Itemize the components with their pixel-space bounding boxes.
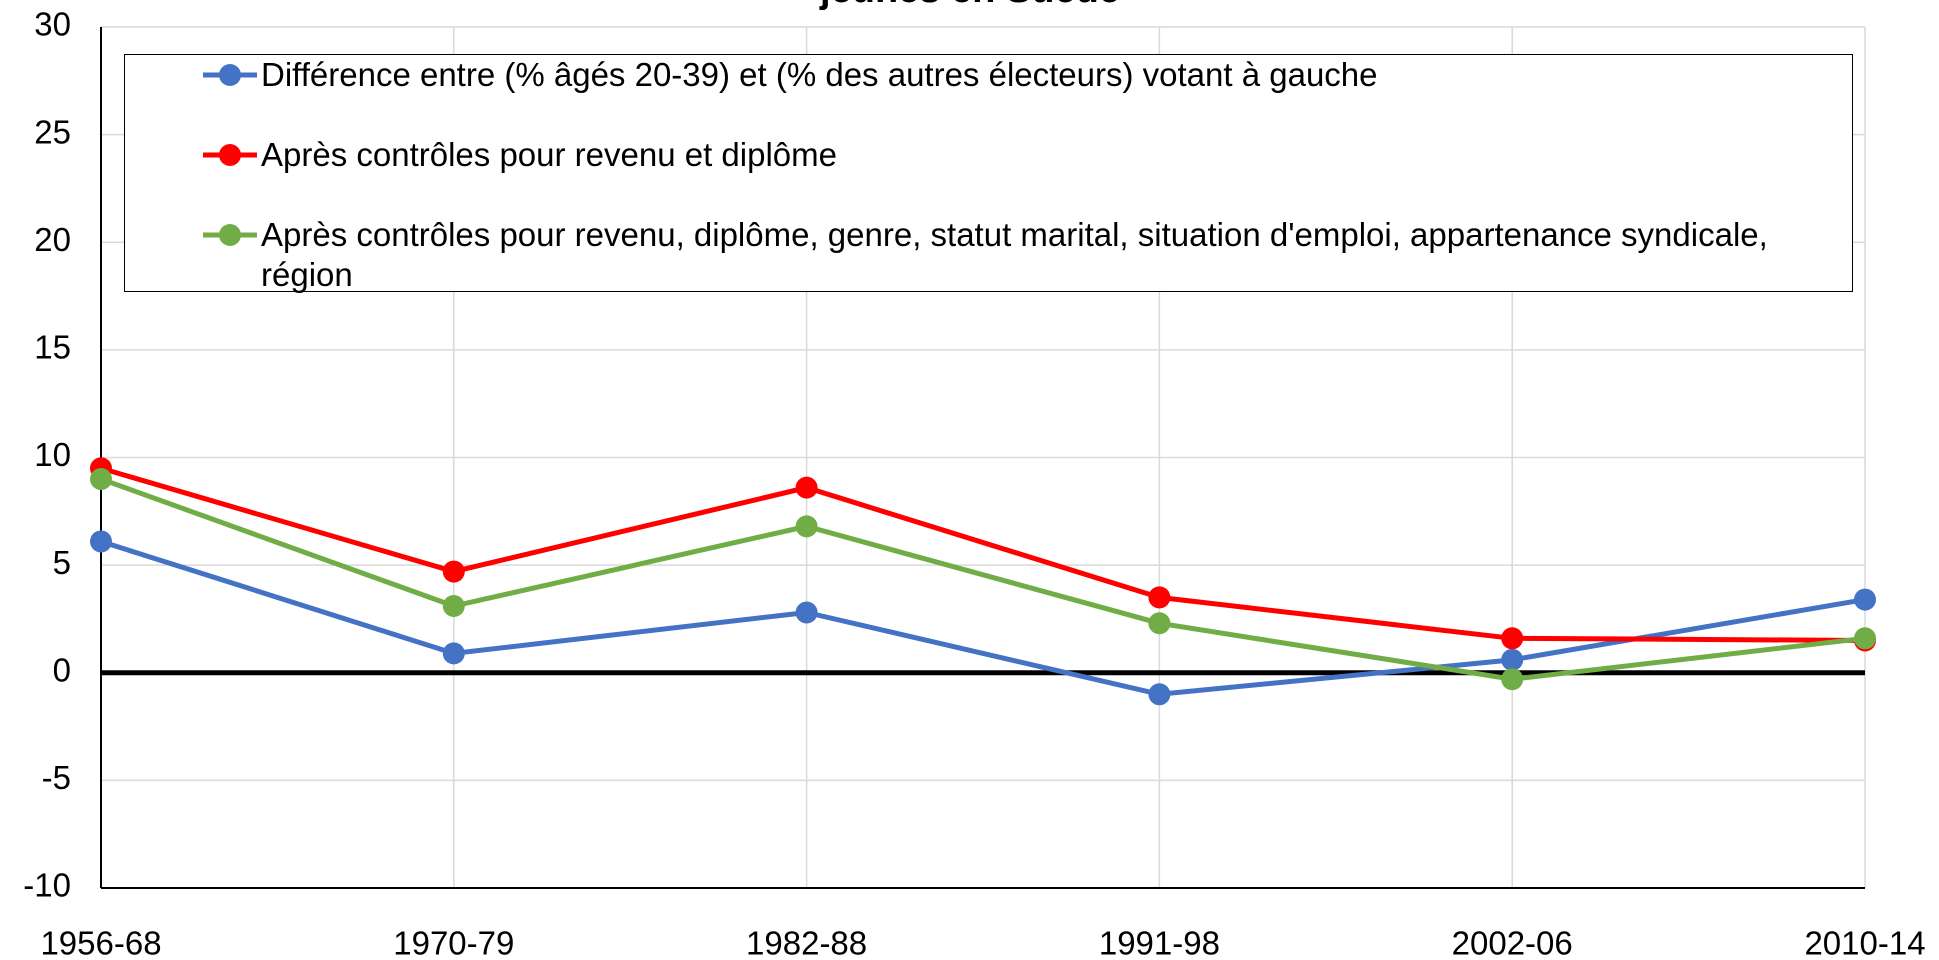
legend-entry: Après contrôles pour revenu et diplôme	[201, 135, 1801, 175]
x-tick-label: 1982-88	[746, 925, 867, 960]
x-tick-label: 2002-06	[1452, 925, 1573, 960]
series-line	[100, 465, 1866, 643]
point	[1854, 627, 1876, 650]
chart-title: jeunes en Suède	[819, 0, 1120, 11]
legend-label: Après contrôles pour revenu, diplôme, ge…	[261, 216, 1768, 293]
legend-marker	[203, 224, 257, 246]
x-tick-label: 1970-79	[393, 925, 514, 960]
point	[795, 601, 818, 624]
y-tick-label: -5	[42, 759, 71, 796]
legend: Différence entre (% âgés 20-39) et (% de…	[124, 54, 1853, 295]
legend-dot	[219, 64, 241, 86]
legend-label: Après contrôles pour revenu et diplôme	[261, 136, 837, 173]
y-tick-label: -10	[23, 867, 71, 904]
point	[795, 515, 818, 538]
point	[90, 530, 112, 553]
point	[442, 560, 465, 583]
y-tick-label: 5	[53, 544, 71, 581]
point	[1148, 612, 1171, 635]
legend-marker	[203, 64, 257, 86]
point	[1501, 668, 1524, 691]
point	[1148, 683, 1171, 706]
series-line	[100, 539, 1866, 697]
series-line	[100, 476, 1866, 682]
legend-label: Différence entre (% âgés 20-39) et (% de…	[261, 56, 1378, 93]
y-tick-label: 15	[34, 329, 71, 366]
point	[1501, 627, 1524, 650]
point	[442, 642, 465, 665]
point	[442, 595, 465, 618]
y-tick-label: 0	[53, 651, 71, 688]
y-tick-label: 25	[34, 113, 71, 150]
x-tick-label: 1956-68	[40, 925, 161, 960]
x-tick-label: 2010-14	[1804, 925, 1925, 960]
point	[1501, 648, 1524, 671]
legend-dot	[219, 224, 241, 246]
point	[1854, 588, 1876, 611]
y-tick-label: 30	[34, 6, 71, 43]
x-tick-label: 1991-98	[1099, 925, 1220, 960]
legend-entry: Différence entre (% âgés 20-39) et (% de…	[201, 55, 1801, 95]
point	[1148, 586, 1171, 609]
point	[795, 476, 818, 499]
legend-marker	[203, 144, 257, 166]
point	[90, 468, 112, 491]
y-tick-label: 10	[34, 436, 71, 473]
legend-entry: Après contrôles pour revenu, diplôme, ge…	[201, 215, 1801, 295]
y-tick-label: 20	[34, 221, 71, 258]
legend-dot	[219, 144, 241, 166]
